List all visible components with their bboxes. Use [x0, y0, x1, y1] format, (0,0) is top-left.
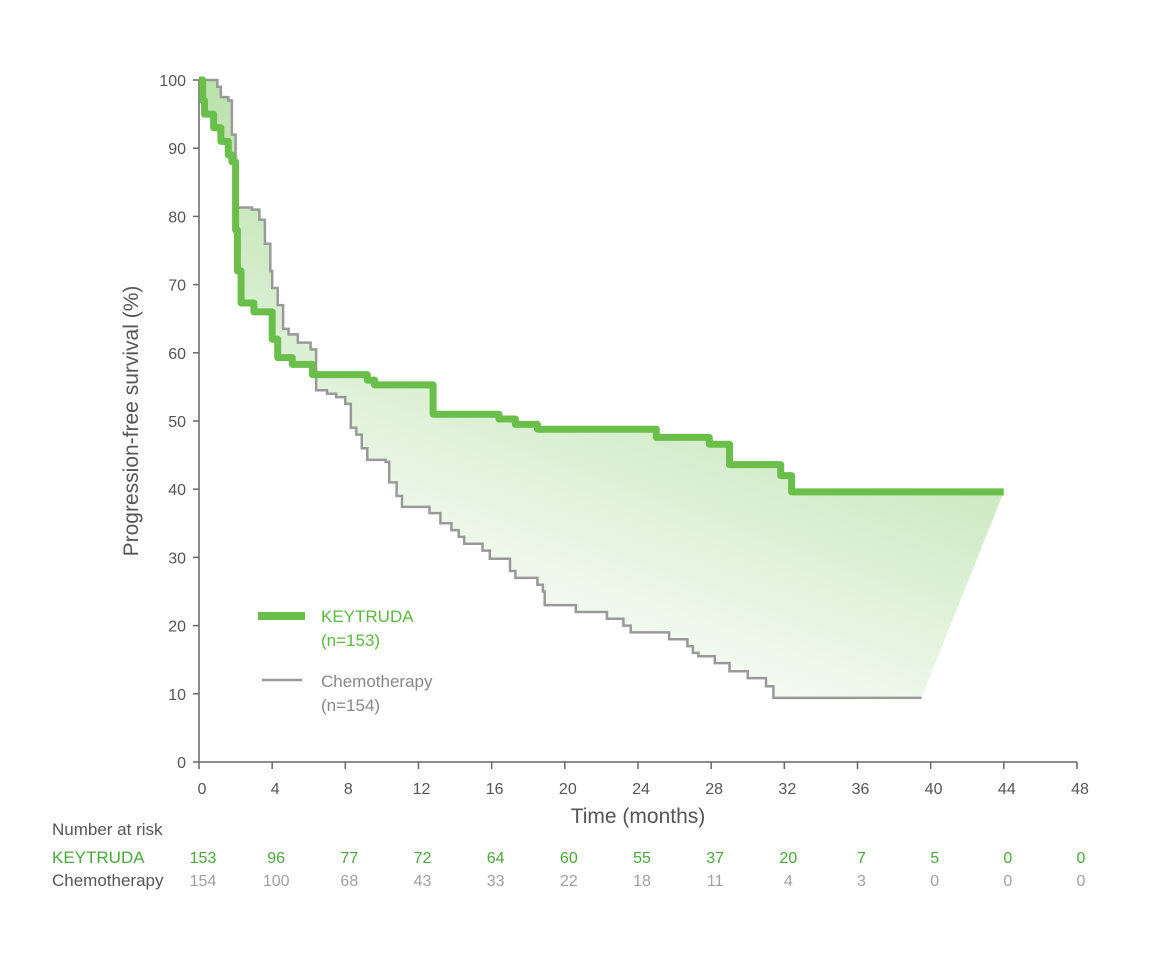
x-tick-label: 40 [925, 781, 943, 798]
x-tick-label: 12 [413, 781, 431, 798]
risk-row-label-chemo: Chemotherapy [52, 871, 164, 890]
x-tick-label: 20 [559, 781, 577, 798]
risk-value-chemo: 43 [414, 873, 432, 890]
x-tick-label: 44 [998, 781, 1016, 798]
risk-value-keytruda: 20 [779, 850, 797, 867]
y-tick-label: 10 [168, 687, 186, 704]
risk-value-keytruda: 5 [930, 850, 939, 867]
risk-value-keytruda: 60 [560, 850, 578, 867]
y-tick-label: 50 [168, 414, 186, 431]
risk-table-title: Number at risk [52, 820, 163, 839]
series-line-chemotherapy [199, 78, 922, 700]
y-tick-label: 20 [168, 619, 186, 636]
risk-value-keytruda: 7 [857, 850, 866, 867]
y-tick-label: 30 [168, 550, 186, 567]
risk-value-keytruda: 96 [267, 850, 285, 867]
x-tick-label: 8 [344, 781, 353, 798]
series-line-keytruda [199, 76, 1004, 496]
risk-value-chemo: 154 [190, 873, 217, 890]
x-tick-label: 24 [632, 781, 650, 798]
risk-value-keytruda: 77 [340, 850, 358, 867]
risk-value-keytruda: 0 [1003, 850, 1012, 867]
legend-n-keytruda: (n=153) [321, 631, 380, 650]
risk-row-label-keytruda: KEYTRUDA [52, 848, 145, 867]
risk-value-keytruda: 153 [190, 850, 217, 867]
risk-value-chemo: 3 [857, 873, 866, 890]
x-tick-label: 28 [705, 781, 723, 798]
x-tick-label: 36 [852, 781, 870, 798]
y-axis-label: Progression-free survival (%) [120, 286, 143, 557]
risk-value-chemo: 11 [707, 873, 724, 890]
risk-value-chemo: 22 [560, 873, 578, 890]
y-tick-label: 70 [168, 278, 186, 295]
risk-value-chemo: 4 [784, 873, 793, 890]
risk-value-chemo: 0 [1003, 873, 1012, 890]
y-tick-label: 60 [168, 346, 186, 363]
risk-value-keytruda: 37 [706, 850, 724, 867]
x-tick-label: 4 [271, 781, 280, 798]
x-tick-label: 16 [486, 781, 504, 798]
y-tick-label: 0 [177, 755, 186, 772]
y-tick-label: 40 [168, 482, 186, 499]
legend-label-keytruda: KEYTRUDA [321, 607, 414, 626]
risk-value-chemo: 18 [633, 873, 651, 890]
risk-value-chemo: 100 [263, 873, 290, 890]
x-tick-label: 48 [1071, 781, 1089, 798]
x-axis-label: Time (months) [571, 805, 706, 828]
risk-value-keytruda: 55 [633, 850, 651, 867]
pfs-difference-shading [199, 80, 1004, 698]
x-tick-label: 0 [198, 781, 207, 798]
y-tick-label: 80 [168, 209, 186, 226]
risk-value-chemo: 0 [1077, 873, 1086, 890]
y-tick-label: 90 [168, 141, 186, 158]
legend: KEYTRUDA (n=153) Chemotherapy (n=154) [258, 607, 433, 715]
legend-label-chemo: Chemotherapy [321, 672, 433, 691]
risk-value-chemo: 68 [340, 873, 358, 890]
risk-value-keytruda: 72 [414, 850, 432, 867]
legend-n-chemo: (n=154) [321, 696, 380, 715]
y-tick-label: 100 [159, 73, 186, 90]
risk-value-keytruda: 0 [1077, 850, 1086, 867]
risk-value-chemo: 0 [930, 873, 939, 890]
risk-value-keytruda: 64 [487, 850, 505, 867]
x-tick-label: 32 [778, 781, 796, 798]
risk-value-chemo: 33 [487, 873, 505, 890]
